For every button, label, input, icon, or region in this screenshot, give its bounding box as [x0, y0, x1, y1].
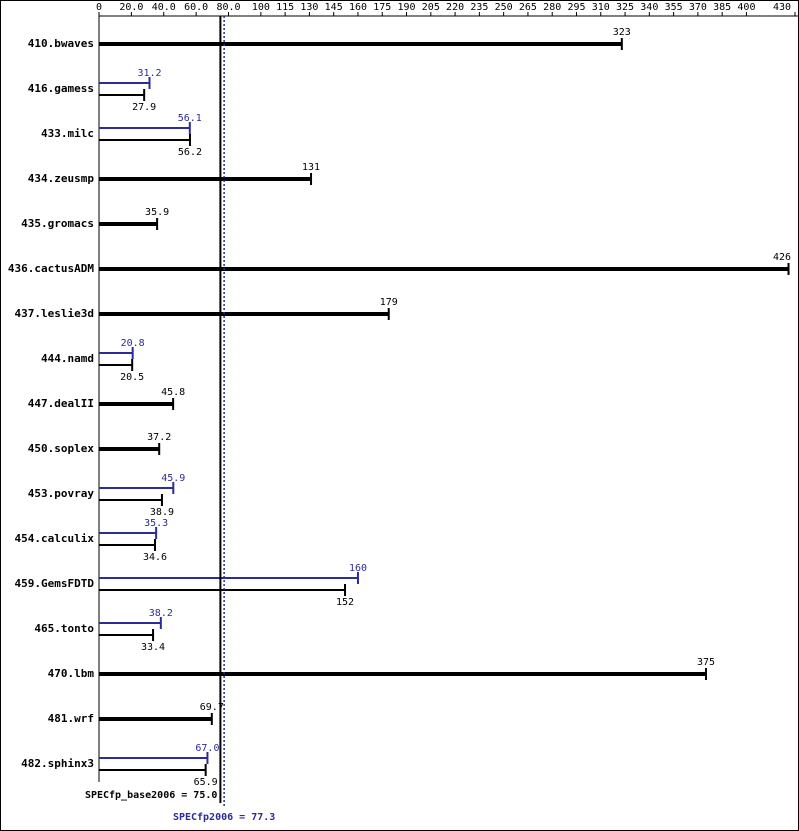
value-label: 35.9	[145, 207, 169, 218]
x-tick-label: 385	[713, 2, 731, 13]
reference-label: SPECfp2006 = 77.3	[173, 812, 275, 823]
value-label: 69.7	[200, 702, 224, 713]
value-label: 56.1	[178, 113, 202, 124]
category-label: 459.GemsFDTD	[15, 577, 95, 590]
value-label: 45.8	[161, 387, 185, 398]
value-label: 20.8	[121, 338, 145, 349]
value-label: 152	[336, 597, 354, 608]
x-tick-label: 190	[398, 2, 416, 13]
x-tick-label: 265	[519, 2, 537, 13]
x-tick-label: 115	[276, 2, 294, 13]
category-label: 481.wrf	[48, 712, 94, 725]
x-tick-label: 175	[373, 2, 391, 13]
x-tick-label: 235	[470, 2, 488, 13]
x-tick-label: 280	[543, 2, 561, 13]
reference-label: SPECfp_base2006 = 75.0	[85, 790, 217, 801]
x-tick-label: 250	[495, 2, 513, 13]
x-tick-label: 400	[737, 2, 755, 13]
x-tick-label: 295	[567, 2, 585, 13]
x-tick-label: 355	[665, 2, 683, 13]
x-tick-label: 80.0	[216, 2, 240, 13]
value-label: 20.5	[120, 372, 144, 383]
category-label: 435.gromacs	[21, 217, 94, 230]
category-label: 410.bwaves	[28, 37, 94, 50]
value-label: 56.2	[178, 147, 202, 158]
value-label: 45.9	[161, 473, 185, 484]
value-label: 426	[773, 252, 791, 263]
category-label: 434.zeusmp	[28, 172, 95, 185]
value-label: 38.9	[150, 507, 174, 518]
category-label: 447.dealII	[28, 397, 94, 410]
value-label: 27.9	[132, 102, 156, 113]
x-tick-label: 40.0	[152, 2, 176, 13]
category-label: 450.soplex	[28, 442, 95, 455]
category-label: 416.gamess	[28, 82, 94, 95]
x-tick-label: 130	[300, 2, 318, 13]
x-tick-label: 310	[592, 2, 610, 13]
x-tick-label: 0	[96, 2, 102, 13]
x-tick-label: 220	[446, 2, 464, 13]
value-label: 35.3	[144, 518, 168, 529]
category-label: 436.cactusADM	[8, 262, 94, 275]
value-label: 37.2	[147, 432, 171, 443]
category-label: 454.calculix	[15, 532, 95, 545]
category-label: 453.povray	[28, 487, 95, 500]
category-label: 444.namd	[41, 352, 94, 365]
value-label: 38.2	[149, 608, 173, 619]
value-label: 67.0	[195, 743, 219, 754]
x-tick-label: 160	[349, 2, 367, 13]
value-label: 131	[302, 162, 320, 173]
category-label: 437.leslie3d	[15, 307, 94, 320]
value-label: 375	[697, 657, 715, 668]
x-tick-label: 205	[422, 2, 440, 13]
x-tick-label: 20.0	[119, 2, 143, 13]
value-label: 65.9	[194, 777, 218, 788]
value-label: 323	[613, 27, 631, 38]
value-label: 34.6	[143, 552, 167, 563]
category-label: 465.tonto	[34, 622, 94, 635]
value-label: 31.2	[137, 68, 161, 79]
value-label: 160	[349, 563, 367, 574]
category-label: 482.sphinx3	[21, 757, 94, 770]
x-tick-label: 340	[640, 2, 658, 13]
category-label: 470.lbm	[48, 667, 95, 680]
x-tick-label: 60.0	[184, 2, 208, 13]
value-label: 179	[380, 297, 398, 308]
x-tick-label: 430	[773, 2, 791, 13]
x-tick-label: 100	[252, 2, 270, 13]
category-label: 433.milc	[41, 127, 94, 140]
x-tick-label: 370	[689, 2, 707, 13]
value-label: 33.4	[141, 642, 165, 653]
x-tick-label: 145	[325, 2, 343, 13]
x-tick-label: 325	[616, 2, 634, 13]
